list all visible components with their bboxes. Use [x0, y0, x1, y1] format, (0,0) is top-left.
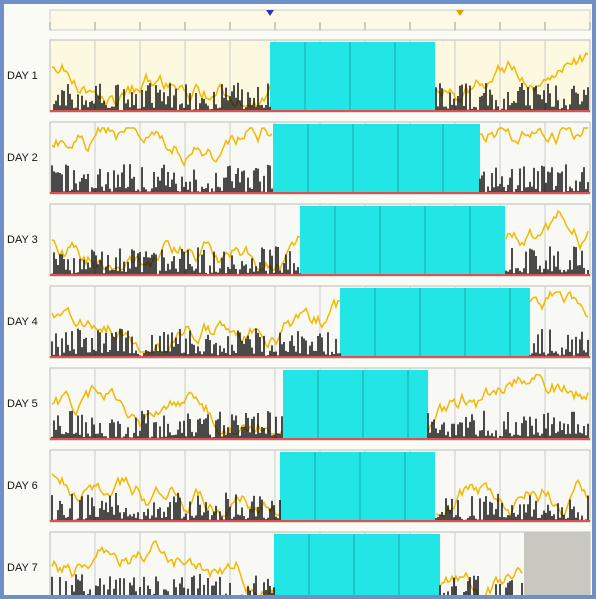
activity-bars [51, 410, 589, 438]
rest-interval [283, 370, 428, 438]
activity-bars [51, 492, 589, 520]
light-trace [479, 127, 588, 146]
activity-bars [51, 246, 589, 274]
activity-bars [51, 82, 589, 110]
activity-bars [51, 328, 589, 356]
activity-bars [51, 574, 523, 595]
rest-interval [274, 534, 440, 595]
light-trace [51, 297, 341, 353]
rest-interval [280, 452, 435, 520]
light-trace [529, 290, 589, 318]
day-label: DAY 6 [7, 480, 38, 492]
rest-interval [340, 288, 530, 356]
rest-interval [273, 124, 480, 192]
actogram: DAY 1 DAY 2 DAY 3 DAY 4 DAY 5 DAY 6 DAY 7 [7, 9, 591, 595]
light-trace [505, 209, 589, 252]
day-label: DAY 1 [7, 70, 38, 82]
day-label: DAY 7 [7, 562, 38, 574]
rest-interval [300, 206, 505, 274]
day-label: DAY 4 [7, 316, 38, 328]
day-label: DAY 3 [7, 234, 38, 246]
day-label: DAY 5 [7, 398, 38, 410]
marker [266, 10, 274, 16]
light-trace [51, 540, 275, 595]
light-trace [51, 384, 283, 435]
day-label: DAY 2 [7, 152, 38, 164]
light-trace [427, 373, 589, 433]
light-trace [51, 473, 281, 517]
light-trace [51, 126, 273, 167]
marker [456, 10, 464, 16]
no-data [524, 532, 590, 595]
activity-bars [51, 164, 589, 192]
rest-interval [270, 42, 435, 110]
